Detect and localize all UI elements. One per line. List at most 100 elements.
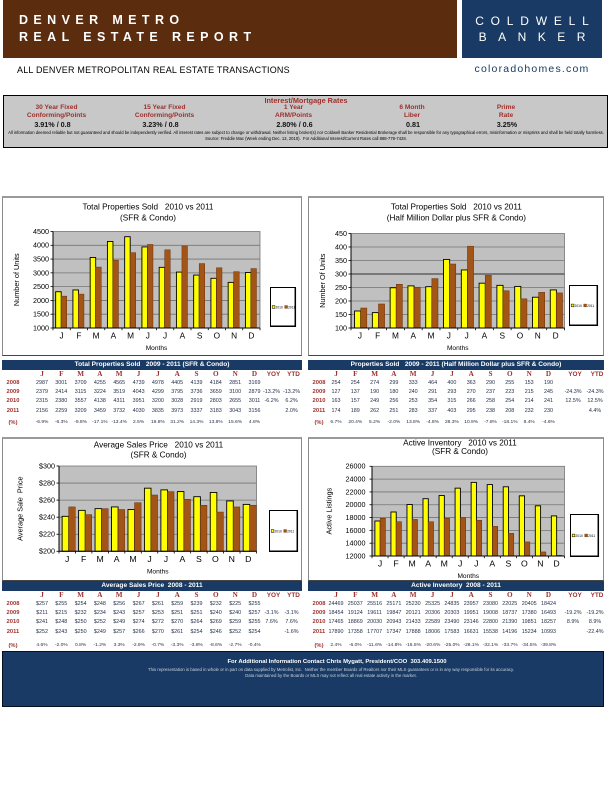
svg-text:D: D bbox=[245, 554, 251, 564]
svg-text:24000: 24000 bbox=[346, 475, 366, 484]
svg-text:2010: 2010 bbox=[576, 534, 584, 538]
svg-text:J: J bbox=[358, 331, 362, 341]
svg-text:A: A bbox=[111, 331, 117, 341]
svg-text:$260: $260 bbox=[39, 496, 55, 505]
svg-text:Total Properties Sold 2010 v: Total Properties Sold 2010 vs 2011 bbox=[391, 202, 522, 211]
svg-text:4000: 4000 bbox=[33, 241, 49, 250]
svg-text:J: J bbox=[458, 559, 462, 569]
svg-text:1000: 1000 bbox=[33, 323, 49, 332]
svg-text:D: D bbox=[553, 331, 559, 341]
svg-text:(SFR & Condo): (SFR & Condo) bbox=[120, 214, 176, 223]
svg-text:16000: 16000 bbox=[346, 526, 366, 535]
svg-text:J: J bbox=[447, 331, 451, 341]
svg-text:350: 350 bbox=[335, 256, 347, 265]
svg-text:F: F bbox=[375, 331, 380, 341]
svg-text:J: J bbox=[163, 331, 167, 341]
svg-text:$300: $300 bbox=[39, 461, 55, 470]
svg-text:O: O bbox=[212, 554, 219, 564]
svg-text:N: N bbox=[537, 559, 543, 569]
svg-text:3000: 3000 bbox=[33, 268, 49, 277]
svg-text:$280: $280 bbox=[39, 478, 55, 487]
svg-text:2011: 2011 bbox=[288, 305, 295, 309]
svg-text:A: A bbox=[425, 559, 431, 569]
svg-text:Months: Months bbox=[447, 345, 469, 352]
svg-text:M: M bbox=[392, 331, 399, 341]
svg-text:N: N bbox=[535, 331, 541, 341]
svg-text:$220: $220 bbox=[39, 530, 55, 539]
svg-text:2010: 2010 bbox=[275, 529, 283, 533]
svg-text:2010: 2010 bbox=[575, 304, 583, 308]
svg-text:Total Properties Sold 2010 v: Total Properties Sold 2010 vs 2011 bbox=[83, 202, 214, 211]
svg-text:A: A bbox=[114, 554, 120, 564]
svg-text:14000: 14000 bbox=[346, 539, 366, 548]
svg-text:Active Inventory 2010 vs 201: Active Inventory 2010 vs 2011 bbox=[403, 439, 517, 448]
svg-text:Number of Units: Number of Units bbox=[12, 253, 21, 306]
svg-text:J: J bbox=[65, 554, 69, 564]
svg-text:F: F bbox=[81, 554, 86, 564]
svg-text:O: O bbox=[517, 331, 524, 341]
svg-text:A: A bbox=[410, 331, 416, 341]
svg-text:Months: Months bbox=[457, 573, 479, 580]
svg-text:M: M bbox=[441, 559, 448, 569]
svg-text:(SFR & Condo): (SFR & Condo) bbox=[432, 447, 488, 456]
svg-text:Months: Months bbox=[147, 568, 169, 575]
svg-text:300: 300 bbox=[335, 269, 347, 278]
svg-text:F: F bbox=[76, 331, 81, 341]
svg-text:F: F bbox=[393, 559, 398, 569]
svg-text:22000: 22000 bbox=[346, 487, 366, 496]
svg-text:D: D bbox=[248, 331, 254, 341]
svg-text:2010: 2010 bbox=[276, 305, 284, 309]
svg-text:200: 200 bbox=[335, 296, 347, 305]
svg-text:J: J bbox=[164, 554, 168, 564]
svg-text:M: M bbox=[93, 331, 100, 341]
svg-text:$240: $240 bbox=[39, 513, 55, 522]
svg-text:Active Listings: Active Listings bbox=[325, 487, 334, 534]
svg-text:A: A bbox=[180, 331, 186, 341]
svg-text:1500: 1500 bbox=[33, 310, 49, 319]
svg-text:2011: 2011 bbox=[587, 304, 594, 308]
svg-text:J: J bbox=[147, 554, 151, 564]
svg-text:12000: 12000 bbox=[346, 551, 366, 560]
svg-text:J: J bbox=[474, 559, 478, 569]
svg-text:2000: 2000 bbox=[33, 296, 49, 305]
svg-text:Average Sales Price 2010 vs: Average Sales Price 2010 vs 2011 bbox=[94, 440, 224, 449]
svg-text:18000: 18000 bbox=[346, 513, 366, 522]
svg-text:O: O bbox=[214, 331, 221, 341]
svg-text:M: M bbox=[129, 554, 136, 564]
svg-text:J: J bbox=[465, 331, 469, 341]
svg-text:J: J bbox=[378, 559, 382, 569]
svg-text:Months: Months bbox=[146, 345, 168, 352]
svg-text:2500: 2500 bbox=[33, 282, 49, 291]
svg-text:M: M bbox=[408, 559, 415, 569]
svg-text:3500: 3500 bbox=[33, 254, 49, 263]
svg-text:D: D bbox=[553, 559, 559, 569]
svg-text:4500: 4500 bbox=[33, 227, 49, 236]
svg-text:400: 400 bbox=[335, 242, 347, 251]
svg-text:2011: 2011 bbox=[588, 534, 595, 538]
svg-text:S: S bbox=[505, 559, 511, 569]
svg-text:A: A bbox=[489, 559, 495, 569]
svg-text:2011: 2011 bbox=[287, 529, 294, 533]
svg-text:A: A bbox=[180, 554, 186, 564]
svg-text:$200: $200 bbox=[39, 547, 55, 556]
svg-text:S: S bbox=[197, 331, 203, 341]
svg-text:N: N bbox=[229, 554, 235, 564]
svg-text:(SFR & Condo): (SFR & Condo) bbox=[131, 450, 187, 459]
svg-text:A: A bbox=[482, 331, 488, 341]
svg-text:M: M bbox=[127, 331, 134, 341]
svg-text:S: S bbox=[499, 331, 505, 341]
svg-text:J: J bbox=[60, 331, 64, 341]
svg-text:150: 150 bbox=[335, 310, 347, 319]
svg-text:Number Of Units: Number Of Units bbox=[318, 253, 327, 308]
svg-text:Average Sale Price: Average Sale Price bbox=[16, 476, 25, 540]
svg-text:20000: 20000 bbox=[346, 500, 366, 509]
svg-text:M: M bbox=[97, 554, 104, 564]
svg-text:(Half Million Dollar plus SFR: (Half Million Dollar plus SFR & Condo) bbox=[387, 214, 527, 223]
svg-text:250: 250 bbox=[335, 283, 347, 292]
svg-text:450: 450 bbox=[335, 229, 347, 238]
svg-text:N: N bbox=[231, 331, 237, 341]
svg-text:O: O bbox=[521, 559, 528, 569]
svg-text:100: 100 bbox=[335, 323, 347, 332]
svg-text:26000: 26000 bbox=[346, 462, 366, 471]
svg-text:J: J bbox=[146, 331, 150, 341]
